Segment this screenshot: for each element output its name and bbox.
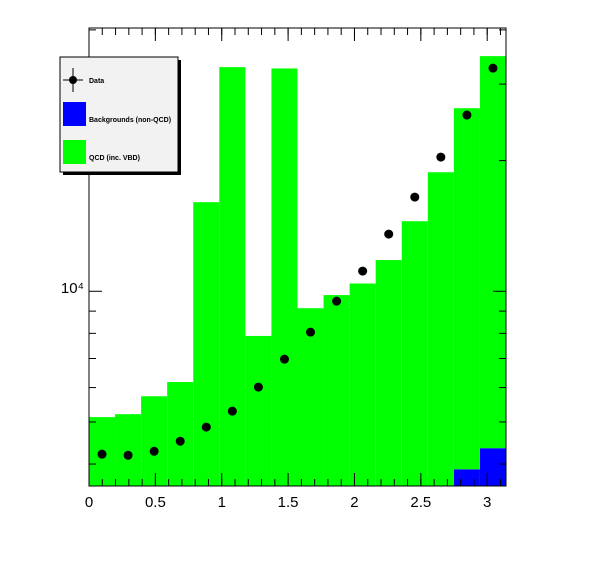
- bar: [375, 260, 402, 486]
- x-tick-label: 3: [483, 494, 491, 511]
- legend-swatch: [63, 102, 86, 126]
- data-point: [436, 152, 446, 162]
- bar: [479, 448, 506, 486]
- data-point: [227, 406, 237, 416]
- legend-swatch: [63, 140, 86, 164]
- data-point: [149, 446, 159, 456]
- bar: [271, 68, 298, 487]
- bar: [479, 56, 506, 449]
- bar: [297, 308, 324, 486]
- data-point: [306, 327, 316, 337]
- data-point: [279, 354, 289, 364]
- data-point: [201, 422, 211, 432]
- data-point: [410, 192, 420, 202]
- legend-marker: [69, 76, 77, 84]
- x-tick-label: 1.5: [278, 494, 299, 511]
- data-point: [175, 436, 185, 446]
- bar: [167, 382, 194, 486]
- legend-label: Data: [89, 78, 104, 85]
- data-point: [384, 229, 394, 239]
- data-point: [97, 449, 107, 459]
- x-tick-label: 2.5: [410, 494, 431, 511]
- bar: [427, 172, 454, 486]
- bar: [115, 414, 142, 486]
- plot-area: [89, 56, 506, 487]
- bar: [453, 469, 480, 486]
- bar: [141, 396, 168, 486]
- x-tick-label: 1: [218, 494, 226, 511]
- data-point: [123, 450, 133, 460]
- x-tick-label: 2: [350, 494, 358, 511]
- data-point: [332, 296, 342, 306]
- data-point: [488, 63, 498, 73]
- bar: [193, 202, 220, 487]
- legend: Data Backgrounds (non-QCD) QCD (inc. VBD…: [59, 56, 181, 175]
- legend-label: Backgrounds (non-QCD): [89, 117, 171, 124]
- axes: 0 0.5 1 1.5 2 2.5 3 10⁴: [61, 28, 506, 511]
- bar: [323, 295, 350, 486]
- y-tick-label: 10⁴: [61, 280, 84, 297]
- bar: [401, 221, 428, 487]
- x-tick-label: 0.5: [145, 494, 166, 511]
- bar: [453, 108, 480, 470]
- bar: [349, 283, 376, 486]
- legend-label: QCD (inc. VBD): [89, 155, 140, 162]
- data-point: [462, 110, 472, 120]
- frame: [88, 27, 507, 487]
- bar: [219, 67, 246, 487]
- data-point: [358, 266, 368, 276]
- x-tick-label: 0: [85, 494, 93, 511]
- bar: [245, 335, 272, 486]
- data-point: [253, 382, 263, 392]
